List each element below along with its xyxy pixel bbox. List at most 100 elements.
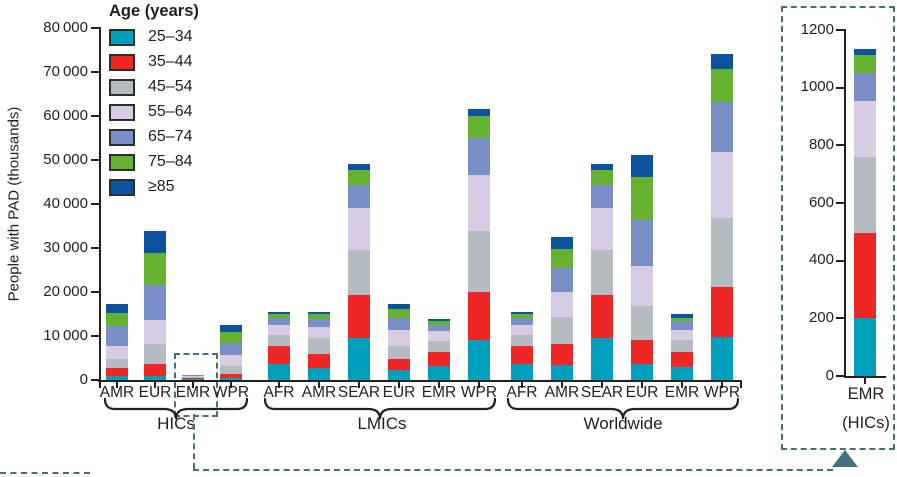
group-label-hics: HICs — [157, 414, 195, 433]
segment-age-25–34 — [511, 363, 533, 380]
segment-age-25–34 — [711, 336, 733, 380]
y-axis-tick — [91, 115, 99, 117]
segment-age-35–44 — [268, 346, 290, 364]
segment-age-≥85 — [348, 163, 370, 170]
inset-y-axis-tick — [836, 29, 844, 31]
segment-age-≥85 — [468, 108, 490, 117]
x-axis-tick — [721, 382, 723, 388]
category-label: AMR — [544, 384, 580, 401]
legend: Age (years) 25–34 35–44 45–54 55–64 65–74 75–… — [109, 2, 199, 203]
segment-age-75–84 — [144, 252, 166, 286]
segment-age-45–54 — [182, 376, 204, 378]
x-axis-tick — [681, 382, 683, 388]
category-label: WPR — [212, 384, 250, 401]
inset-bar-emr-hics — [854, 48, 876, 376]
inset-y-tick-label: 1000 — [800, 78, 834, 96]
legend-swatch-icon — [109, 28, 135, 46]
inset-y-axis-tick — [836, 144, 844, 147]
segment-age-≥85 — [591, 163, 613, 170]
segment-age-≥85 — [551, 236, 573, 249]
segment-age-35–44 — [631, 340, 653, 364]
callout-connector-horizontal — [193, 469, 833, 471]
segment-age-65–74 — [551, 267, 573, 292]
segment-age-45–54 — [591, 250, 613, 295]
dashed-line-stub — [0, 472, 90, 474]
segment-age-45–54 — [268, 334, 290, 347]
segment-age-25–34 — [144, 375, 166, 380]
segment-age-75–84 — [106, 313, 128, 327]
segment-age-75–84 — [468, 116, 490, 138]
x-axis-end-tick — [99, 382, 101, 388]
segment-age-35–44 — [591, 294, 613, 339]
segment-age-55–64 — [631, 266, 653, 306]
segment-age-75–84 — [308, 314, 330, 319]
segment-age-35–44 — [144, 363, 166, 376]
segment-age-65–74 — [308, 318, 330, 328]
segment-age-35–44 — [106, 368, 128, 376]
segment-age-≥85 — [106, 303, 128, 314]
inset-category-label: EMR — [847, 385, 885, 403]
segment-age-25–34 — [268, 363, 290, 380]
legend-label: 35–44 — [148, 53, 193, 70]
x-axis-tick — [521, 382, 523, 388]
segment-age-45–54 — [671, 339, 693, 352]
segment-age-25–34 — [468, 339, 490, 380]
legend-entry: 25–34 — [109, 28, 199, 46]
segment-age-25–34 — [308, 368, 330, 380]
bar-lmics-amr — [308, 311, 330, 380]
bar-hics-amr — [106, 303, 128, 380]
segment-age-≥85 — [220, 324, 242, 333]
segment-age-65–74 — [144, 285, 166, 321]
segment-age-75–84 — [348, 169, 370, 185]
y-tick-label: 40 000 — [43, 194, 88, 212]
inset-y-tick-label: 800 — [808, 135, 834, 153]
segment-age-25–34 — [671, 366, 693, 380]
legend-label: ≥85 — [148, 178, 175, 195]
segment-age-35–44 — [711, 286, 733, 337]
segment-age-45–54 — [106, 359, 128, 369]
segment-age-55–64 — [268, 324, 290, 335]
callout-arrowhead-icon — [832, 450, 858, 467]
x-axis-tick — [278, 382, 280, 388]
legend-entry: 75–84 — [109, 153, 199, 171]
legend-entry: 65–74 — [109, 128, 199, 146]
segment-age-25–34 — [348, 338, 370, 380]
segment-age-45–54 — [468, 231, 490, 293]
legend-swatch-icon — [109, 53, 135, 71]
bar-lmics-sear — [348, 163, 370, 380]
segment-age-55–64 — [144, 320, 166, 344]
legend-entry: 45–54 — [109, 78, 199, 96]
segment-age-35–44 — [428, 352, 450, 367]
legend-label: 65–74 — [148, 128, 193, 145]
bar-worldwide-afr — [511, 311, 533, 380]
segment-age-35–44 — [511, 346, 533, 364]
x-axis-tick — [154, 382, 156, 388]
inset-x-axis-tick — [864, 378, 866, 384]
inset-y-axis-tick — [836, 86, 844, 89]
x-axis-tick — [192, 382, 194, 388]
segment-age-55–64 — [511, 324, 533, 335]
legend-swatch-icon — [109, 78, 135, 96]
segment-age-65–74 — [468, 137, 490, 176]
y-axis-tick — [91, 379, 99, 381]
inset-x-axis-line — [844, 376, 886, 378]
segment-age-≥85 — [428, 318, 450, 321]
legend-title: Age (years) — [109, 2, 199, 20]
segment-age-≥85 — [144, 231, 166, 253]
segment-age-55–64 — [106, 345, 128, 360]
segment-age-25–34 — [591, 338, 613, 380]
bar-lmics-wpr — [468, 108, 490, 380]
bar-lmics-eur — [388, 304, 410, 380]
bar-lmics-afr — [268, 311, 290, 380]
x-axis-end-tick — [740, 382, 742, 388]
category-label: EUR — [138, 384, 172, 401]
x-axis-tick — [358, 382, 360, 388]
y-tick-label: 20 000 — [43, 282, 88, 300]
segment-age-55–64 — [220, 354, 242, 366]
segment-age-65–74 — [348, 184, 370, 208]
inset-y-axis-tick — [836, 375, 844, 377]
bar-worldwide-sear — [591, 163, 613, 380]
y-axis-tick — [91, 27, 99, 29]
legend-entry: ≥85 — [109, 178, 199, 196]
y-tick-label: 50 000 — [43, 150, 88, 168]
